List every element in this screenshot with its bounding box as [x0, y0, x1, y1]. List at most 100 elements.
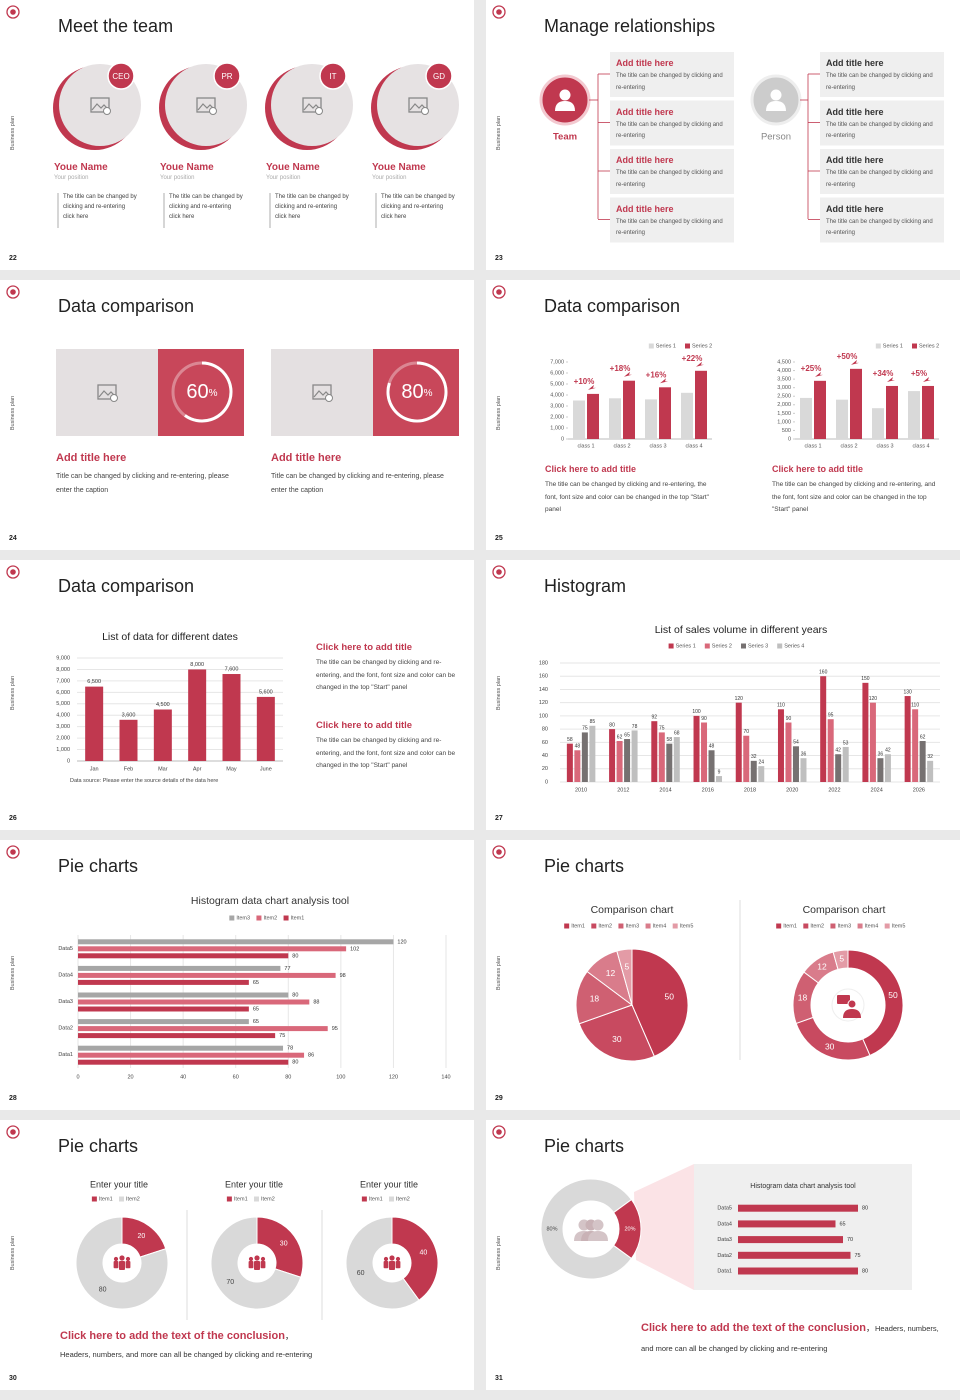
page-number: 27 [495, 815, 503, 822]
ring-arc [386, 361, 448, 423]
panel-heading: Add title here [56, 452, 127, 464]
slice-label: 80% [546, 1226, 557, 1232]
value-label: 150 [861, 676, 870, 682]
value-label: 98 [340, 973, 346, 979]
block-heading: Click here to add title [316, 720, 413, 731]
bar [78, 965, 281, 971]
logo-dot [10, 9, 16, 15]
value-label: 80 [292, 1060, 298, 1066]
bar [862, 682, 869, 782]
bar [222, 674, 241, 761]
annotation: +25% [801, 364, 822, 373]
bar [666, 743, 673, 782]
legend-swatch [648, 343, 654, 349]
icon [843, 1009, 861, 1018]
member-text: The title can be changed by clicking and… [275, 194, 349, 220]
value-label: 53 [843, 740, 849, 746]
x-tick-label: June [260, 766, 272, 772]
bar [919, 741, 926, 782]
value-label: 88 [313, 999, 319, 1005]
conclusion: Click here to add the text of the conclu… [641, 1318, 941, 1358]
y-tick-label: 3,000 [777, 385, 791, 391]
y-tick-label: 4,000 [777, 368, 791, 374]
value-label: 120 [735, 696, 744, 702]
people-icon [119, 1261, 125, 1270]
slice-label: 30 [280, 1240, 288, 1247]
slide-graphics: 60% 80% [6, 285, 459, 436]
bar [785, 722, 792, 782]
legend-swatch [254, 1196, 259, 1202]
person-icon [592, 1219, 604, 1231]
legend-swatch [830, 923, 836, 929]
value-label: 160 [819, 670, 828, 676]
bar [78, 999, 310, 1005]
value-label: 130 [903, 689, 912, 695]
item-box [820, 52, 944, 97]
y-tick-label: Data1 [717, 1268, 732, 1274]
chart-text: The title can be changed by clicking and… [545, 481, 709, 513]
annotation-arrow [696, 361, 704, 367]
bar [78, 1033, 276, 1039]
slide: CEO PR IT GD Business plan 22 Meet the team You… [0, 0, 474, 270]
bar [877, 758, 884, 782]
legend-swatch [361, 1196, 367, 1202]
y-tick-label: 4,000 [550, 392, 564, 398]
slice-label: 5 [624, 962, 629, 972]
image-placeholder [315, 107, 323, 115]
side-label: Business plan [496, 675, 502, 711]
legend-swatch [564, 923, 570, 929]
bar [573, 400, 585, 439]
value-label: 120 [397, 939, 406, 945]
annotation: +5% [911, 369, 927, 378]
value-label: 42 [885, 748, 891, 754]
bar [886, 385, 898, 439]
value-label: 42 [835, 748, 841, 754]
bar [716, 776, 723, 782]
legend-swatch [256, 915, 262, 921]
page-number: 25 [495, 535, 503, 542]
bar [738, 1267, 858, 1275]
bar [735, 702, 742, 782]
legend-swatch [777, 643, 783, 649]
y-tick-label: Data4 [58, 972, 73, 978]
legend-label: Series 4 [784, 643, 804, 649]
bar [872, 408, 884, 439]
annotation-arrow [923, 376, 931, 382]
slice [612, 1198, 642, 1260]
panel-text: Title can be changed by clicking and re-… [271, 473, 444, 494]
slice [616, 948, 633, 1006]
value-label: 70 [743, 729, 749, 735]
x-tick-label: Mar [158, 766, 168, 772]
hub-label: Person [761, 132, 791, 143]
value-label: 48 [709, 744, 715, 750]
panel-text: Title can be changed by clicking and re-… [56, 473, 229, 494]
y-tick-label: 7,000 [550, 359, 564, 365]
legend-label: Item2 [396, 1196, 410, 1202]
slice [256, 1216, 304, 1278]
x-tick-label: 140 [441, 1074, 450, 1080]
bar [645, 399, 657, 439]
logo [492, 5, 506, 19]
slide: 80% 20% Histogram data chart analysis tool… [486, 1120, 960, 1390]
bar [78, 953, 289, 959]
y-tick-label: 6,000 [550, 370, 564, 376]
logo-dot [10, 849, 16, 855]
value-label: 70 [847, 1237, 853, 1243]
bar [743, 735, 750, 782]
bar [78, 1052, 305, 1058]
y-tick-label: 120 [539, 700, 548, 706]
y-tick-label: 140 [539, 687, 548, 693]
value-label: 77 [284, 966, 290, 972]
item-box [610, 52, 734, 97]
legend-label: Item1 [571, 923, 585, 929]
x-tick-label: May [226, 766, 237, 772]
item-title: Add title here [616, 58, 674, 68]
block-text: The title can be changed by clicking and… [316, 659, 456, 691]
y-tick-label: 5,000 [550, 381, 564, 387]
bar [738, 1220, 836, 1228]
slice [540, 1178, 633, 1280]
page-number: 22 [9, 255, 17, 262]
y-tick-label: 100 [539, 713, 548, 719]
value-label: 110 [911, 703, 919, 709]
block-text: The title can be changed by clicking and… [316, 737, 456, 769]
